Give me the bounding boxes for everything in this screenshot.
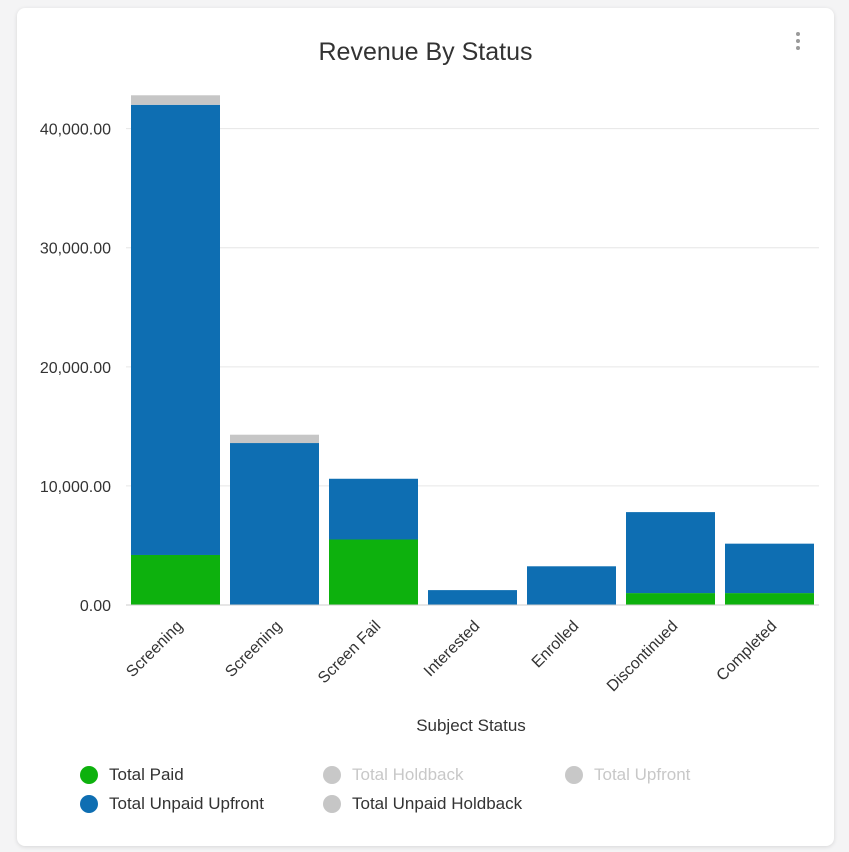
- legend-dot: [80, 795, 98, 813]
- x-tick-label: Interested: [421, 618, 483, 680]
- legend-dot: [565, 766, 583, 784]
- bar-segment-unpaid-upfront: [428, 590, 517, 605]
- legend-label: Total Paid: [109, 765, 184, 784]
- legend-dot: [80, 766, 98, 784]
- legend-label: Total Upfront: [594, 765, 691, 784]
- bar-segment-unpaid-upfront: [230, 443, 319, 605]
- bar-chart: 0.00 10,000.00 20,000.00 30,000.00 40,000.00…: [40, 95, 819, 735]
- menu-dot: [796, 39, 800, 43]
- x-tick-label: Completed: [714, 618, 781, 685]
- legend-dot: [323, 795, 341, 813]
- bar-segment-unpaid-upfront: [725, 543, 814, 594]
- bar-segment-paid: [626, 593, 715, 605]
- x-axis-title: Subject Status: [416, 716, 526, 735]
- bar-segment-paid: [725, 593, 814, 605]
- x-tick-label: Screen Fail: [315, 618, 384, 687]
- legend-dot: [323, 766, 341, 784]
- chart-card: Revenue By Status 0.00 10,000.00 20,000.00…: [17, 8, 834, 846]
- legend-item-upfront[interactable]: Total Upfront: [565, 764, 690, 786]
- more-vertical-icon[interactable]: [791, 30, 805, 54]
- menu-dot: [796, 46, 800, 50]
- bar-segment-unpaid-upfront: [131, 104, 220, 555]
- y-tick-label: 30,000.00: [40, 241, 111, 258]
- x-tick-label: Screening: [222, 618, 285, 681]
- y-tick-label: 20,000.00: [40, 360, 111, 377]
- bar-segment-unpaid-upfront: [329, 478, 418, 540]
- y-tick-label: 0.00: [80, 598, 111, 615]
- bar-segment-unpaid-upfront: [626, 512, 715, 594]
- bar-segment-paid: [329, 539, 418, 605]
- legend-item-holdback[interactable]: Total Holdback: [323, 764, 464, 786]
- legend-label: Total Holdback: [352, 765, 464, 784]
- chart-title: Revenue By Status: [318, 38, 533, 66]
- menu-dot: [796, 32, 800, 36]
- legend-item-unpaid-holdback[interactable]: Total Unpaid Holdback: [323, 793, 522, 815]
- legend-label: Total Unpaid Holdback: [352, 794, 523, 813]
- legend-item-paid[interactable]: Total Paid: [80, 764, 184, 786]
- x-tick-label: Screening: [123, 618, 186, 681]
- y-tick-label: 40,000.00: [40, 122, 111, 139]
- bar-segment-unpaid-holdback: [131, 95, 220, 105]
- legend-label: Total Unpaid Upfront: [109, 794, 264, 813]
- bar-segment-unpaid-holdback: [230, 434, 319, 444]
- x-tick-label: Enrolled: [529, 618, 583, 672]
- bar-segment-unpaid-upfront: [527, 566, 616, 605]
- x-tick-label: Discontinued: [604, 618, 681, 695]
- y-tick-label: 10,000.00: [40, 479, 111, 496]
- legend-item-unpaid-upfront[interactable]: Total Unpaid Upfront: [80, 793, 264, 815]
- bar-segment-paid: [131, 554, 220, 605]
